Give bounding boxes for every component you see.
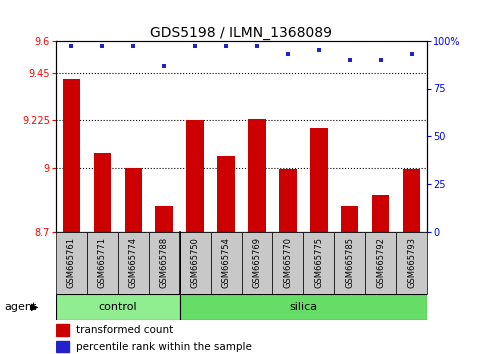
Text: GSM665750: GSM665750 <box>190 238 199 288</box>
Bar <box>186 120 203 232</box>
Text: control: control <box>98 302 137 312</box>
Bar <box>56 324 69 336</box>
Bar <box>94 153 111 232</box>
Bar <box>180 232 211 294</box>
Bar <box>334 232 366 294</box>
Bar <box>56 341 69 352</box>
Bar <box>62 79 80 232</box>
Point <box>191 44 199 49</box>
Bar <box>280 169 297 232</box>
Bar <box>56 294 180 320</box>
Text: GSM665775: GSM665775 <box>314 237 324 289</box>
Bar <box>397 232 427 294</box>
Text: GSM665769: GSM665769 <box>253 237 261 289</box>
Point <box>98 44 106 49</box>
Point <box>160 63 168 68</box>
Text: GSM665788: GSM665788 <box>159 237 169 289</box>
Text: GSM665761: GSM665761 <box>67 237 75 289</box>
Text: GSM665754: GSM665754 <box>222 238 230 288</box>
Point <box>315 47 323 53</box>
Bar <box>149 232 180 294</box>
Point <box>377 57 385 63</box>
Bar <box>403 169 421 232</box>
Text: GSM665771: GSM665771 <box>98 237 107 289</box>
Bar <box>156 206 172 232</box>
Bar <box>217 156 235 232</box>
Bar <box>56 232 86 294</box>
Text: agent: agent <box>5 302 37 312</box>
Text: GSM665792: GSM665792 <box>376 238 385 288</box>
Text: GSM665793: GSM665793 <box>408 237 416 289</box>
Text: GSM665785: GSM665785 <box>345 237 355 289</box>
Text: GSM665770: GSM665770 <box>284 237 293 289</box>
Bar <box>211 232 242 294</box>
Point <box>408 51 416 57</box>
Bar <box>341 206 358 232</box>
Text: ▶: ▶ <box>31 302 39 312</box>
Bar <box>125 168 142 232</box>
Point <box>222 44 230 49</box>
Point <box>129 44 137 49</box>
Text: silica: silica <box>289 302 317 312</box>
Bar <box>117 232 149 294</box>
Bar <box>372 195 389 232</box>
Point <box>67 44 75 49</box>
Point <box>253 44 261 49</box>
Bar <box>248 119 266 232</box>
Bar <box>272 232 303 294</box>
Text: percentile rank within the sample: percentile rank within the sample <box>76 342 252 352</box>
Text: GSM665774: GSM665774 <box>128 237 138 289</box>
Point <box>346 57 354 63</box>
Bar <box>86 232 117 294</box>
Text: transformed count: transformed count <box>76 325 173 335</box>
Title: GDS5198 / ILMN_1368089: GDS5198 / ILMN_1368089 <box>151 26 332 40</box>
Bar <box>303 232 334 294</box>
Bar <box>242 232 272 294</box>
Bar <box>311 128 327 232</box>
Point <box>284 51 292 57</box>
Bar <box>366 232 397 294</box>
Bar <box>180 294 427 320</box>
